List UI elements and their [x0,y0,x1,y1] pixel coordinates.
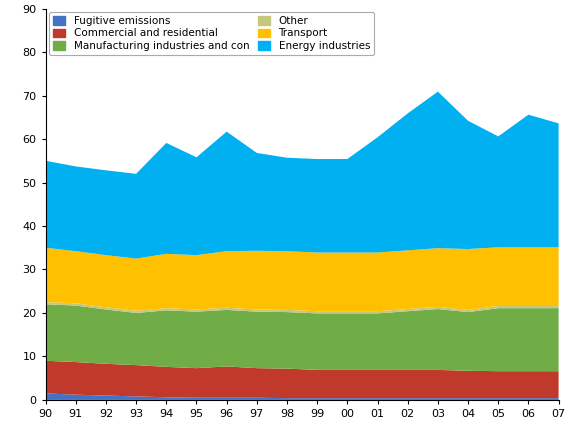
Legend: Fugitive emissions, Commercial and residential, Manufacturing industries and con: Fugitive emissions, Commercial and resid… [48,12,374,55]
